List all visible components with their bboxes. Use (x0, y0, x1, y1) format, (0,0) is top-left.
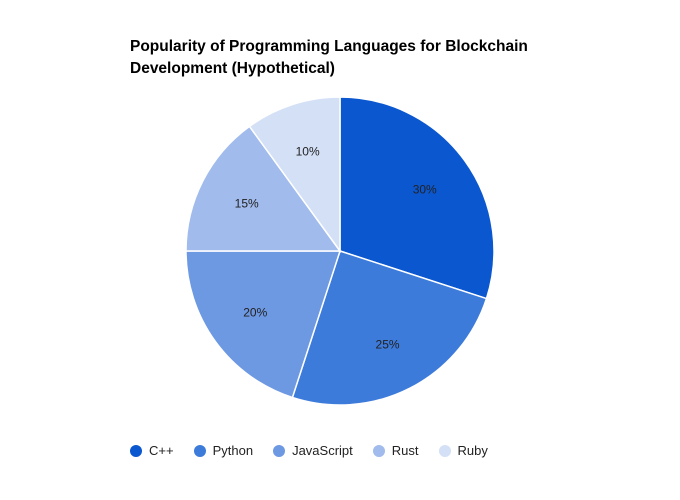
chart-legend: C++ Python JavaScript Rust Ruby (130, 443, 508, 458)
slice-label: 15% (235, 196, 259, 210)
pie-slice-ruby[interactable] (248, 96, 341, 254)
pie-slice-c[interactable] (339, 96, 495, 300)
legend-item[interactable]: Python (193, 443, 254, 458)
legend-item[interactable]: C++ (130, 443, 174, 458)
slice-label: 25% (376, 337, 400, 351)
legend-label: Ruby (457, 443, 488, 458)
legend-label: Python (212, 443, 254, 458)
legend-swatch (438, 444, 451, 457)
slice-label: 10% (296, 144, 320, 158)
legend-item[interactable]: Rust (372, 443, 419, 458)
chart-title-line-1: Popularity of Programming Languages for … (130, 38, 528, 55)
chart-title-line-2: Development (Hypothetical) (130, 60, 335, 77)
legend-label: C++ (149, 443, 174, 458)
legend-swatch (273, 444, 286, 457)
legend-swatch (130, 444, 142, 457)
legend-item[interactable]: JavaScript (273, 443, 353, 458)
pie-slice-rust[interactable] (185, 125, 342, 252)
legend-swatch (193, 444, 206, 457)
pie-slice-python[interactable] (291, 250, 488, 406)
chart-title: Popularity of Programming Languages for … (130, 36, 570, 80)
legend-label: Rust (391, 443, 419, 458)
legend-swatch (372, 444, 385, 457)
slice-label: 30% (413, 182, 437, 196)
slice-label: 20% (243, 306, 267, 320)
pie-slice-javascript[interactable] (185, 250, 342, 399)
legend-item[interactable]: Ruby (438, 443, 488, 458)
legend-label: JavaScript (292, 443, 353, 458)
